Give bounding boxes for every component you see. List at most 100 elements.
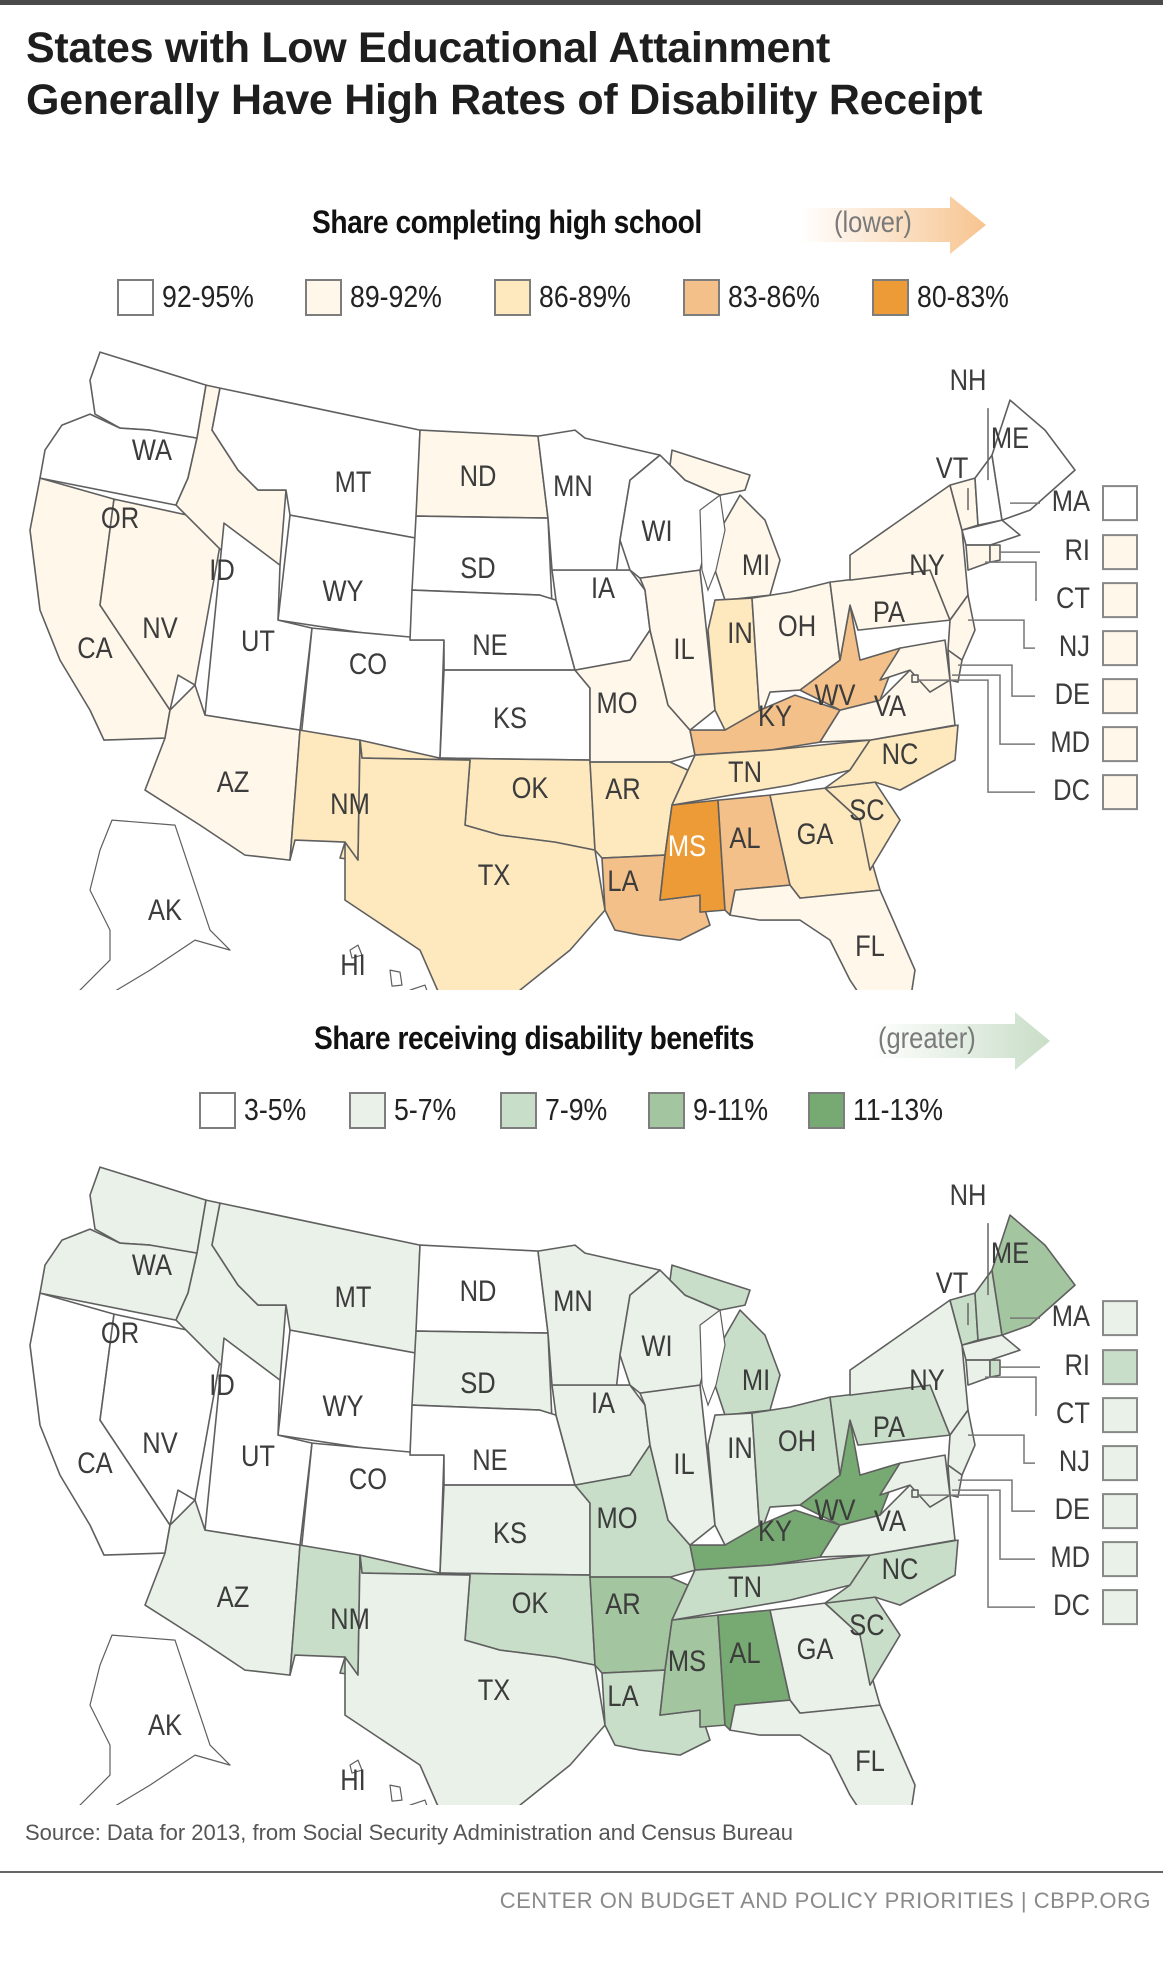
state-label-co: CO <box>349 1462 387 1495</box>
legend-label: 89-92% <box>350 279 442 314</box>
state-label-in: IN <box>727 1431 753 1464</box>
state-label-wi: WI <box>641 514 672 547</box>
state-label-nc: NC <box>882 737 919 770</box>
legend-label: 83-86% <box>728 279 820 314</box>
callout-line-ct <box>985 1376 1037 1416</box>
state-label-nv: NV <box>142 611 178 644</box>
state-ct <box>965 544 991 571</box>
state-fl <box>729 1699 916 1805</box>
state-label-in: IN <box>727 616 753 649</box>
callout-label-de: DE <box>1055 1492 1090 1525</box>
callout-label-ri: RI <box>1064 1348 1090 1381</box>
legend-1-item: 83-86% <box>683 275 835 319</box>
state-label-ky: KY <box>758 1514 792 1547</box>
callout-swatch-nj <box>1102 1445 1139 1482</box>
state-label-nd: ND <box>460 1274 497 1307</box>
legend-swatch <box>648 1091 685 1129</box>
state-hi <box>389 969 403 987</box>
lake-michigan <box>699 1309 726 1407</box>
legend-label: 3-5% <box>244 1092 307 1127</box>
arrow-right-icon <box>800 196 986 254</box>
state-dc <box>911 674 919 683</box>
callout-label-dc: DC <box>1053 773 1090 806</box>
legend-2-item: 11-13% <box>808 1088 958 1132</box>
state-label-nh: NH <box>950 1178 987 1211</box>
legend-2-item: 5-7% <box>349 1088 466 1132</box>
callout-line-de <box>958 1479 1036 1512</box>
state-label-ok: OK <box>512 771 549 804</box>
callout-label-dc: DC <box>1053 1588 1090 1621</box>
legend-1-item: 92-95% <box>117 275 269 319</box>
state-label-id: ID <box>209 1368 235 1401</box>
legend-2: 3-5% 5-7% 7-9% 9-11% 11-13% <box>0 1088 1163 1132</box>
state-ma <box>961 1334 1021 1361</box>
legend-2-item: 9-11% <box>648 1088 780 1132</box>
state-tx <box>344 1554 606 1805</box>
state-label-al: AL <box>729 1636 760 1669</box>
state-ak <box>79 819 231 990</box>
state-label-pa: PA <box>873 1410 906 1443</box>
state-ak <box>79 1634 231 1805</box>
legend-1-item: 80-83% <box>872 275 1024 319</box>
legend-2-title: Share receiving disability benefits <box>314 1020 755 1056</box>
state-hi <box>409 984 428 990</box>
callout-line-nj <box>968 619 1036 649</box>
callout-swatch-ma <box>1102 1300 1139 1337</box>
us-map-disability: WA OR CA NV ID MT WY UT CO AZ NM ND SD NE KS OK TX MN IA MO… <box>29 1166 1139 1805</box>
state-label-ar: AR <box>605 772 640 805</box>
legend-label: 5-7% <box>394 1092 457 1127</box>
state-label-al: AL <box>729 821 760 854</box>
state-label-sc: SC <box>849 1608 884 1641</box>
state-fl <box>729 884 916 990</box>
state-ct <box>965 1359 991 1386</box>
state-label-fl: FL <box>855 1744 885 1777</box>
state-label-tn: TN <box>728 1570 762 1603</box>
legend-swatch <box>117 278 154 316</box>
state-nj <box>947 594 976 661</box>
state-label-wy: WY <box>322 574 363 607</box>
state-label-mt: MT <box>335 465 372 498</box>
state-label-ak: AK <box>148 1708 182 1741</box>
legend-swatch <box>808 1091 845 1129</box>
state-label-tx: TX <box>478 858 511 891</box>
state-ri <box>989 544 1001 563</box>
state-label-sd: SD <box>460 1366 495 1399</box>
state-label-vt: VT <box>936 1266 969 1299</box>
legend-label: 86-89% <box>539 279 631 314</box>
state-hi <box>389 1784 403 1802</box>
state-label-ks: KS <box>493 1516 527 1549</box>
state-label-co: CO <box>349 647 387 680</box>
map-disability: WA OR CA NV ID MT WY UT CO AZ NM ND SD NE KS OK TX MN IA MO… <box>0 1145 1163 1805</box>
state-label-ak: AK <box>148 893 182 926</box>
lake-michigan <box>699 494 726 592</box>
state-label-mi: MI <box>742 1363 770 1396</box>
legend-2-direction: (greater) <box>878 1022 976 1055</box>
state-label-ne: NE <box>472 1443 507 1476</box>
state-dc <box>911 1489 919 1498</box>
state-nj <box>947 1409 976 1476</box>
state-label-ny: NY <box>909 548 944 581</box>
state-label-me: ME <box>991 421 1029 454</box>
legend-swatch <box>500 1091 537 1129</box>
state-hi <box>409 1799 428 1805</box>
state-label-az: AZ <box>217 765 250 798</box>
callout-swatch-ri <box>1102 534 1139 571</box>
state-label-pa: PA <box>873 595 906 628</box>
legend-swatch <box>494 278 531 316</box>
callout-swatch-md <box>1102 1541 1139 1578</box>
state-label-hi: HI <box>340 948 366 981</box>
state-label-or: OR <box>101 1316 139 1349</box>
legend-swatch <box>199 1091 236 1129</box>
title-line-1: States with Low Educational Attainment <box>26 24 831 72</box>
state-label-wi: WI <box>641 1329 672 1362</box>
legend-label: 92-95% <box>162 279 254 314</box>
state-ri <box>989 1359 1001 1378</box>
state-label-nh: NH <box>950 363 987 396</box>
state-label-il: IL <box>673 632 694 665</box>
callout-label-ri: RI <box>1064 533 1090 566</box>
state-hi <box>349 944 363 959</box>
legend-label: 80-83% <box>917 279 1009 314</box>
state-label-wy: WY <box>322 1389 363 1422</box>
state-il <box>639 569 716 731</box>
legend-label: 11-13% <box>853 1092 943 1127</box>
